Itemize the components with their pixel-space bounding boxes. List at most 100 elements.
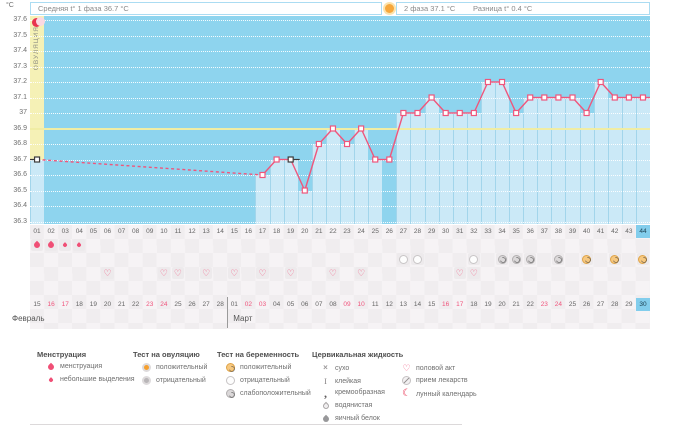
cycle-day-number[interactable]: 11 [174,228,182,235]
chart-day-column[interactable] [311,144,326,224]
pregnancy-test-mark[interactable] [636,253,649,265]
calendar-date[interactable]: 24 [160,301,168,308]
calendar-date[interactable]: 04 [272,301,281,308]
cycle-day-number[interactable]: 37 [540,228,548,235]
calendar-date[interactable]: 13 [399,301,408,308]
intercourse-mark[interactable]: ♡ [355,267,368,279]
pregnancy-test-mark[interactable] [552,253,565,265]
cycle-day-number[interactable]: 03 [61,228,69,235]
cycle-day-number[interactable]: 02 [47,228,55,235]
chart-day-column[interactable] [368,159,383,224]
chart-day-column[interactable] [340,144,355,224]
cycle-day-number[interactable]: 13 [202,228,210,235]
cycle-day-number[interactable]: 25 [371,228,379,235]
intercourse-mark[interactable]: ♡ [467,267,480,279]
calendar-date[interactable]: 22 [132,301,140,308]
menstruation-mark[interactable] [59,239,72,251]
chart-day-column[interactable] [509,113,524,224]
cycle-day-number[interactable]: 42 [611,228,619,235]
calendar-date[interactable]: 17 [456,301,464,308]
chart-day-column[interactable] [30,159,45,224]
calendar-date[interactable]: 25 [174,301,182,308]
calendar-date[interactable]: 15 [427,301,436,308]
cycle-day-number[interactable]: 04 [75,228,83,235]
cycle-day-number[interactable]: 26 [385,228,393,235]
calendar-date[interactable]: 15 [33,301,41,308]
cycle-day-number[interactable]: 27 [399,228,408,235]
calendar-date[interactable]: 02 [244,301,253,308]
calendar-date[interactable]: 17 [61,301,69,308]
chart-day-column[interactable] [283,159,298,224]
calendar-date[interactable]: 09 [343,301,351,308]
calendar-date[interactable]: 06 [301,301,309,308]
chart-day-column[interactable] [480,82,495,224]
pregnancy-test-mark[interactable] [608,253,621,265]
chart-day-column[interactable] [593,82,608,224]
calendar-date[interactable]: 20 [103,301,112,308]
pregnancy-test-mark[interactable] [411,253,424,265]
cycle-day-number[interactable]: 12 [188,228,196,235]
chart-day-column[interactable] [297,190,312,224]
chart-day-column[interactable] [396,113,411,224]
calendar-date[interactable]: 18 [470,301,478,308]
cycle-day-number[interactable]: 18 [272,228,281,235]
cycle-day-number[interactable]: 24 [357,228,365,235]
calendar-date[interactable]: 12 [385,301,393,308]
calendar-date[interactable]: 27 [202,301,210,308]
chart-day-column[interactable] [255,175,270,224]
cycle-day-number[interactable]: 15 [230,228,238,235]
calendar-date[interactable]: 18 [75,301,83,308]
chart-day-column[interactable] [269,159,284,224]
calendar-date[interactable]: 24 [554,301,563,308]
cycle-day-number[interactable]: 16 [244,228,253,235]
calendar-date[interactable]: 16 [47,301,55,308]
chart-day-column[interactable] [325,128,340,224]
intercourse-mark[interactable]: ♡ [101,267,114,279]
chart-day-column[interactable] [438,113,453,224]
calendar-date[interactable]: 30 [635,298,650,311]
cycle-day-number[interactable]: 17 [258,228,267,235]
calendar-date[interactable]: 14 [413,301,422,308]
cycle-day-number[interactable]: 29 [427,228,436,235]
cycle-day-number[interactable]: 33 [484,228,492,235]
calendar-date[interactable]: 11 [371,301,379,308]
calendar-date[interactable]: 03 [258,301,267,308]
calendar-date[interactable]: 22 [526,301,534,308]
cycle-day-number[interactable]: 23 [343,228,351,235]
cycle-day-number[interactable]: 01 [33,228,41,235]
intercourse-mark[interactable]: ♡ [171,267,184,279]
chart-day-column[interactable] [410,113,425,224]
calendar-date[interactable]: 21 [117,301,126,308]
intercourse-mark[interactable]: ♡ [228,267,241,279]
cycle-day-number[interactable]: 07 [117,228,126,235]
calendar-date[interactable]: 10 [357,301,365,308]
pregnancy-test-mark[interactable] [580,253,593,265]
calendar-date[interactable]: 01 [230,301,238,308]
calendar-date[interactable]: 26 [188,301,196,308]
calendar-date[interactable]: 29 [625,301,633,308]
calendar-date[interactable]: 25 [568,301,577,308]
calendar-date[interactable]: 16 [442,301,450,308]
cycle-day-number[interactable]: 09 [146,228,154,235]
intercourse-mark[interactable]: ♡ [326,267,339,279]
intercourse-mark[interactable]: ♡ [200,267,213,279]
calendar-date[interactable]: 28 [611,301,619,308]
calendar-date[interactable]: 28 [216,301,224,308]
intercourse-mark[interactable]: ♡ [284,267,297,279]
pregnancy-test-mark[interactable] [496,253,509,265]
cycle-day-number[interactable]: 40 [582,228,591,235]
calendar-date[interactable]: 27 [597,301,605,308]
chart-day-column[interactable] [452,113,467,224]
cycle-day-number[interactable]: 22 [329,228,337,235]
chart-day-column[interactable] [495,82,510,224]
intercourse-mark[interactable]: ♡ [157,267,170,279]
cycle-day-number[interactable]: 43 [625,228,633,235]
menstruation-mark[interactable] [31,239,44,251]
cycle-day-number[interactable]: 31 [456,228,464,235]
cycle-day-number[interactable]: 36 [526,228,534,235]
calendar-date[interactable]: 19 [89,301,98,308]
calendar-date[interactable]: 21 [512,301,520,308]
temperature-chart[interactable]: ОВУЛЯЦИЯ [30,16,650,224]
calendar-date[interactable]: 26 [582,301,591,308]
calendar-date[interactable]: 23 [540,301,548,308]
